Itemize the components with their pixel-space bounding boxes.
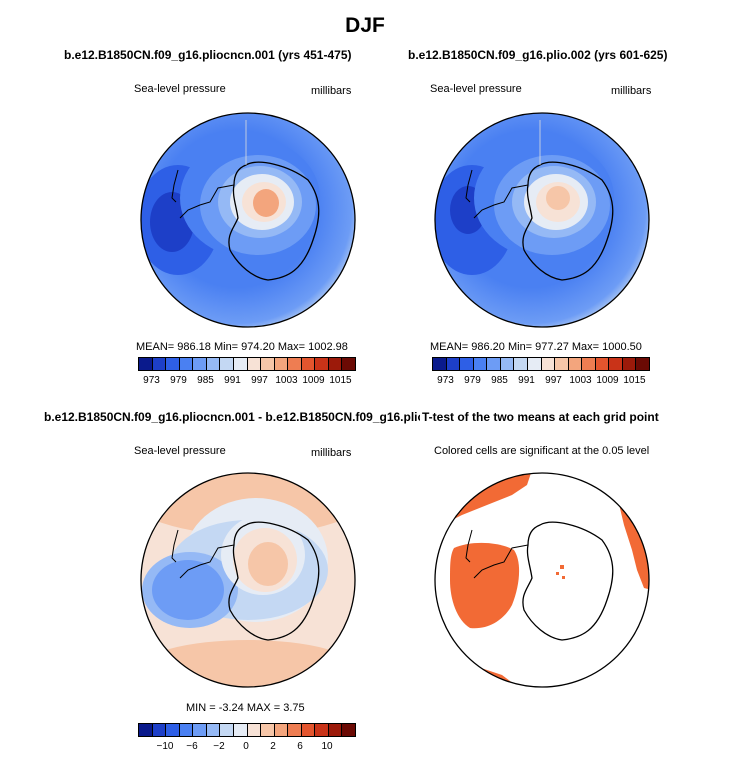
colorbar-swatch: [152, 358, 167, 370]
colorbar-tick-label: 10: [321, 741, 333, 752]
figure-title: DJF: [345, 14, 385, 37]
slp-map-top-right: [434, 112, 650, 328]
slp-map-top-left: [140, 112, 356, 328]
variable-label-bottom-left: Sea-level pressure: [134, 445, 226, 457]
colorbar-swatch: [179, 724, 194, 736]
colorbar-swatch: [247, 358, 262, 370]
variable-label-top-left: Sea-level pressure: [134, 83, 226, 95]
colorbar-swatch: [274, 358, 289, 370]
colorbar-swatch: [342, 724, 355, 736]
colorbar-swatch: [342, 358, 355, 370]
stats-top-left: MEAN= 986.18 Min= 974.20 Max= 1002.98: [136, 341, 348, 353]
stats-bottom-left: MIN = -3.24 MAX = 3.75: [186, 702, 305, 714]
colorbar-swatch: [139, 724, 153, 736]
colorbar-tick-label: −2: [213, 741, 225, 752]
colorbar-top-left: [138, 357, 356, 371]
colorbar-swatch: [446, 358, 461, 370]
colorbar-swatch: [288, 724, 302, 736]
colorbar-bottom-left: [138, 723, 356, 737]
colorbar-tick-label: 1003: [275, 375, 298, 386]
colorbar-tick-label: 985: [491, 375, 508, 386]
colorbar-swatch: [193, 724, 207, 736]
sig-region-west: [450, 542, 520, 629]
colorbar-tick-label: 997: [545, 375, 562, 386]
colorbar-tick-label: −6: [186, 741, 198, 752]
colorbar-swatch: [206, 724, 221, 736]
colorbar-swatch: [152, 724, 167, 736]
case-title-top-right: b.e12.B1850CN.f09_g16.plio.002 (yrs 601-…: [408, 48, 668, 62]
colorbar-tick-label: 985: [197, 375, 214, 386]
colorbar-tick-label: 1015: [329, 375, 352, 386]
colorbar-swatch: [541, 358, 556, 370]
colorbar-tick-label: 2: [270, 741, 276, 752]
colorbar-tick-label: 979: [464, 375, 481, 386]
colorbar-swatch: [514, 358, 528, 370]
colorbar-tick-label: 991: [224, 375, 241, 386]
significance-label: Colored cells are significant at the 0.0…: [434, 445, 650, 457]
units-label-top-left: millibars: [311, 85, 352, 97]
colorbar-swatch: [473, 358, 488, 370]
colorbar-tick-label: −10: [156, 741, 174, 752]
colorbar-swatch: [301, 724, 316, 736]
colorbar-swatch: [233, 724, 248, 736]
colorbar-tick-label: 6: [297, 741, 303, 752]
colorbar-swatch: [220, 724, 234, 736]
ttest-significance-map: [434, 472, 650, 688]
colorbar-swatch: [527, 358, 542, 370]
colorbar-tick-label: 979: [170, 375, 187, 386]
colorbar-tick-label: 973: [437, 375, 454, 386]
case-title-top-left: b.e12.B1850CN.f09_g16.pliocncn.001 (yrs …: [64, 48, 352, 62]
colorbar-swatch: [301, 358, 316, 370]
colorbar-swatch: [206, 358, 221, 370]
colorbar-tick-label: 1009: [302, 375, 325, 386]
colorbar-swatch: [582, 358, 596, 370]
colorbar-swatch: [315, 358, 329, 370]
colorbar-swatch: [328, 358, 343, 370]
units-label-bottom-left: millibars: [311, 447, 352, 459]
colorbar-tick-label: 997: [251, 375, 268, 386]
colorbar-swatch: [487, 358, 501, 370]
stats-top-right: MEAN= 986.20 Min= 977.27 Max= 1000.50: [430, 341, 642, 353]
colorbar-swatch: [247, 724, 262, 736]
colorbar-swatch: [609, 358, 623, 370]
colorbar-swatch: [274, 724, 289, 736]
colorbar-swatch: [568, 358, 583, 370]
colorbar-swatch: [233, 358, 248, 370]
colorbar-swatch: [166, 358, 180, 370]
colorbar-swatch: [166, 724, 180, 736]
colorbar-swatch: [433, 358, 447, 370]
colorbar-swatch: [261, 724, 275, 736]
colorbar-swatch: [261, 358, 275, 370]
colorbar-swatch: [139, 358, 153, 370]
units-label-top-right: millibars: [611, 85, 652, 97]
colorbar-swatch: [555, 358, 569, 370]
variable-label-top-right: Sea-level pressure: [430, 83, 522, 95]
colorbar-tick-label: 1015: [623, 375, 646, 386]
colorbar-tick-label: 1009: [596, 375, 619, 386]
colorbar-swatch: [179, 358, 194, 370]
colorbar-swatch: [636, 358, 649, 370]
case-title-bottom-left: b.e12.B1850CN.f09_g16.pliocncn.001 - b.e…: [44, 410, 449, 424]
colorbar-swatch: [193, 358, 207, 370]
slp-diff-map: [140, 472, 356, 688]
colorbar-top-right: [432, 357, 650, 371]
colorbar-swatch: [595, 358, 610, 370]
colorbar-swatch: [328, 724, 343, 736]
colorbar-tick-label: 1003: [569, 375, 592, 386]
colorbar-swatch: [500, 358, 515, 370]
colorbar-swatch: [220, 358, 234, 370]
colorbar-swatch: [622, 358, 637, 370]
colorbar-tick-label: 0: [243, 741, 249, 752]
colorbar-swatch: [460, 358, 474, 370]
colorbar-swatch: [288, 358, 302, 370]
colorbar-tick-label: 991: [518, 375, 535, 386]
colorbar-swatch: [315, 724, 329, 736]
colorbar-tick-label: 973: [143, 375, 160, 386]
case-title-bottom-right: T-test of the two means at each grid poi…: [420, 410, 659, 424]
